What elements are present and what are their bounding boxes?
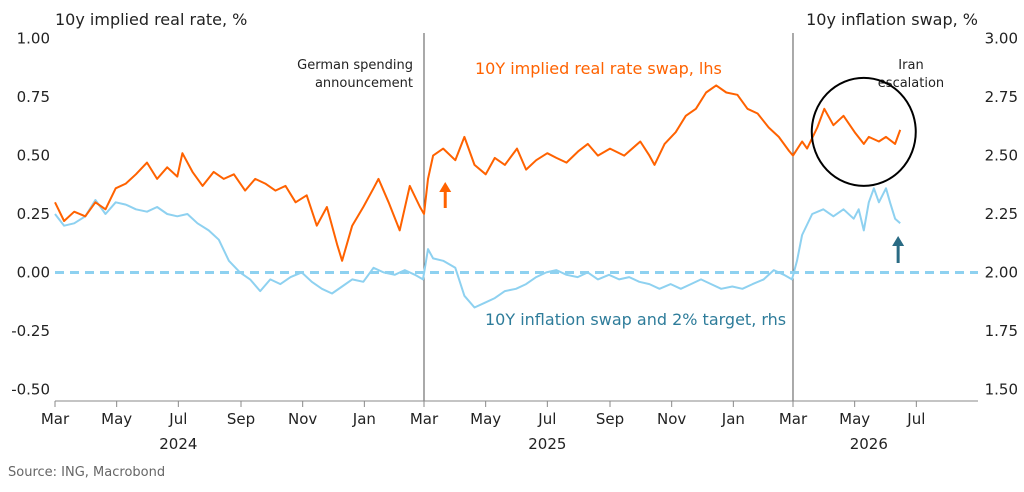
series-lines xyxy=(54,84,902,309)
left-tick-label: 1.00 xyxy=(17,30,50,48)
arrow-up-inflation-head xyxy=(892,236,905,246)
left-axis-title: 10y implied real rate, % xyxy=(55,10,247,29)
x-month-label: Jul xyxy=(906,410,925,428)
x-year-label: 2026 xyxy=(850,435,888,453)
left-tick-label: -0.25 xyxy=(11,322,50,340)
x-month-label: Mar xyxy=(410,410,439,428)
x-month-label: Jul xyxy=(537,410,556,428)
left-tick-label: 0.00 xyxy=(17,263,50,281)
annotations xyxy=(439,76,917,263)
right-tick-label: 1.75 xyxy=(985,322,1018,340)
x-month-label: Nov xyxy=(288,410,317,428)
left-tick-label: 0.25 xyxy=(17,205,50,223)
x-month-label: Sep xyxy=(227,410,255,428)
event-label: Iran xyxy=(898,58,923,73)
series-label-inflation-swap: 10Y inflation swap and 2% target, rhs xyxy=(485,310,786,329)
x-month-label: Mar xyxy=(41,410,70,428)
right-axis-ticks: 3.00 2.75 2.50 2.25 2.00 1.75 1.50 xyxy=(985,30,1018,399)
x-year-label: 2025 xyxy=(528,435,566,453)
highlight-circle xyxy=(810,76,917,187)
x-month-label: May xyxy=(470,410,501,428)
x-month-label: May xyxy=(839,410,870,428)
left-axis-ticks: 1.00 0.75 0.50 0.25 0.00 -0.25 -0.50 xyxy=(11,30,50,399)
right-axis-title: 10y inflation swap, % xyxy=(806,10,978,29)
series-label-real-rate: 10Y implied real rate swap, lhs xyxy=(475,59,722,78)
right-tick-label: 2.50 xyxy=(985,147,1018,165)
right-tick-label: 1.50 xyxy=(985,380,1018,398)
left-tick-label: 0.50 xyxy=(17,147,50,165)
arrow-up-real-rate-head xyxy=(439,182,452,192)
x-axis-ticks xyxy=(54,401,917,407)
real-rate-line xyxy=(54,84,902,262)
event-label: announcement xyxy=(315,76,413,91)
x-month-label: Jan xyxy=(352,410,376,428)
right-tick-label: 2.25 xyxy=(985,205,1018,223)
event-lines: German spendingannouncementIranescalatio… xyxy=(297,33,944,401)
source-note: Source: ING, Macrobond xyxy=(8,465,165,480)
right-tick-label: 3.00 xyxy=(985,30,1018,48)
x-year-label: 2024 xyxy=(159,435,197,453)
inflation-swap-line xyxy=(54,187,901,309)
x-month-label: Nov xyxy=(657,410,686,428)
x-month-label: Mar xyxy=(779,410,808,428)
right-tick-label: 2.75 xyxy=(985,88,1018,106)
left-tick-label: 0.75 xyxy=(17,88,50,106)
left-tick-label: -0.50 xyxy=(11,380,50,398)
x-month-label: May xyxy=(101,410,132,428)
x-month-label: Sep xyxy=(596,410,624,428)
event-label: German spending xyxy=(297,58,413,73)
x-month-label: Jan xyxy=(721,410,745,428)
x-month-label: Jul xyxy=(168,410,187,428)
x-axis-labels: Mar May Jul Sep Nov Jan Mar May Jul Sep Nov Jan Mar M… xyxy=(41,410,926,453)
right-tick-label: 2.00 xyxy=(985,263,1018,281)
